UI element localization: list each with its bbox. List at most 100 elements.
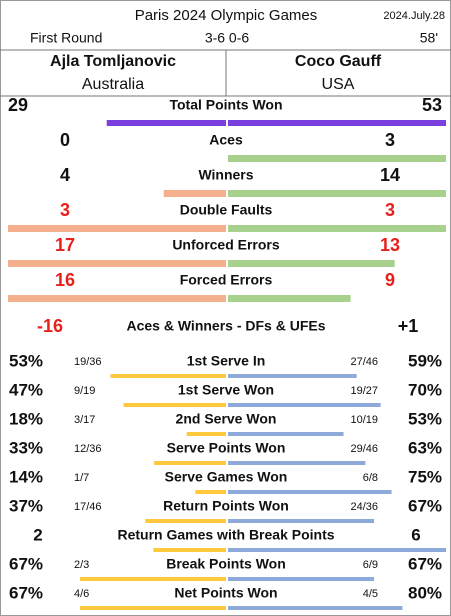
stat-label: Serve Games Won — [165, 469, 288, 485]
left-pct: 47% — [9, 380, 43, 399]
left-frac: 19/36 — [74, 356, 102, 368]
left-frac: 2/3 — [74, 559, 89, 571]
left-pct: 37% — [9, 496, 43, 515]
right-frac: 4/5 — [363, 588, 378, 600]
left-frac: 3/17 — [74, 414, 95, 426]
left-bar — [153, 548, 226, 552]
date: 2024.July.28 — [383, 10, 445, 22]
stat-label: Return Points Won — [163, 498, 289, 514]
right-frac: 24/36 — [350, 501, 378, 513]
net-left: -16 — [37, 316, 63, 336]
left-bar — [106, 120, 226, 126]
net-right: +1 — [398, 316, 419, 336]
left-pct: 67% — [9, 554, 43, 573]
right-bar — [228, 120, 446, 126]
left-value: 3 — [60, 200, 70, 220]
player-country: Australia — [82, 76, 144, 93]
right-value: 14 — [380, 165, 400, 185]
right-value: 9 — [385, 270, 395, 290]
right-pct: 75% — [408, 467, 442, 486]
right-pct: 70% — [408, 380, 442, 399]
left-bar — [195, 490, 226, 494]
left-frac: 12/36 — [74, 443, 102, 455]
left-bar — [163, 190, 226, 197]
stat-label: 2nd Serve Won — [176, 411, 277, 427]
right-bar — [228, 295, 351, 302]
right-pct: 67% — [408, 554, 442, 573]
right-bar — [228, 548, 446, 552]
left-frac: 1/7 — [74, 472, 89, 484]
right-bar — [228, 519, 375, 523]
right-frac: 6/8 — [363, 472, 378, 484]
left-bar — [123, 403, 226, 407]
right-frac: 6/9 — [363, 559, 378, 571]
right-bar — [228, 577, 375, 581]
right-pct: 80% — [408, 583, 442, 602]
left-bar — [79, 606, 226, 610]
left-pct: 53% — [9, 351, 43, 370]
right-value: 53 — [422, 95, 442, 115]
round: First Round — [30, 30, 102, 46]
right-value: 3 — [385, 200, 395, 220]
right-pct: 53% — [408, 409, 442, 428]
duration: 58' — [420, 30, 438, 46]
left-value: 0 — [60, 130, 70, 150]
right-value: 13 — [380, 235, 400, 255]
stat-label: Double Faults — [180, 202, 273, 218]
player-name: Coco Gauff — [295, 53, 382, 70]
right-frac: 29/46 — [350, 443, 378, 455]
left-value: 4 — [60, 165, 70, 185]
score: 3-6 0-6 — [205, 30, 250, 46]
right-bar — [228, 190, 446, 197]
player-name: Ajla Tomljanovic — [50, 53, 176, 70]
stat-label: Serve Points Won — [167, 440, 286, 456]
title: Paris 2024 Olympic Games — [135, 7, 318, 24]
right-pct: 67% — [408, 496, 442, 515]
left-bar — [8, 225, 226, 232]
right-pct: 59% — [408, 351, 442, 370]
right-bar — [228, 461, 366, 465]
stat-label: Break Points Won — [166, 556, 286, 572]
left-bar — [8, 295, 226, 302]
stat-label: 1st Serve In — [187, 353, 266, 369]
right-bar — [228, 260, 395, 267]
left-pct: 33% — [9, 438, 43, 457]
left-frac: 4/6 — [74, 588, 89, 600]
right-bar — [228, 225, 446, 232]
right-bar — [228, 490, 392, 494]
net-label: Aces & Winners - DFs & UFEs — [126, 318, 325, 334]
stat-label: Net Points Won — [174, 585, 277, 601]
stat-label: 1st Serve Won — [178, 382, 274, 398]
right-bar — [228, 403, 381, 407]
left-value: 2 — [33, 525, 42, 544]
stat-label: Forced Errors — [180, 272, 273, 288]
left-pct: 18% — [9, 409, 43, 428]
left-frac: 9/19 — [74, 385, 95, 397]
stat-label: Total Points Won — [169, 97, 282, 113]
left-value: 29 — [8, 95, 28, 115]
right-frac: 10/19 — [350, 414, 378, 426]
player-country: USA — [322, 76, 355, 93]
stat-label: Unforced Errors — [172, 237, 280, 253]
left-bar — [154, 461, 226, 465]
stat-label: Return Games with Break Points — [117, 527, 334, 543]
left-pct: 14% — [9, 467, 43, 486]
stat-label: Aces — [209, 132, 243, 148]
left-bar — [8, 260, 226, 267]
stat-label: Winners — [198, 167, 253, 183]
right-bar — [228, 155, 446, 162]
right-frac: 19/27 — [350, 385, 378, 397]
right-pct: 63% — [408, 438, 442, 457]
right-value: 3 — [385, 130, 395, 150]
left-bar — [186, 432, 226, 436]
left-bar — [145, 519, 226, 523]
left-bar — [79, 577, 226, 581]
left-value: 17 — [55, 235, 75, 255]
left-value: 16 — [55, 270, 75, 290]
right-bar — [228, 432, 344, 436]
left-frac: 17/46 — [74, 501, 102, 513]
right-value: 6 — [411, 525, 420, 544]
left-pct: 67% — [9, 583, 43, 602]
